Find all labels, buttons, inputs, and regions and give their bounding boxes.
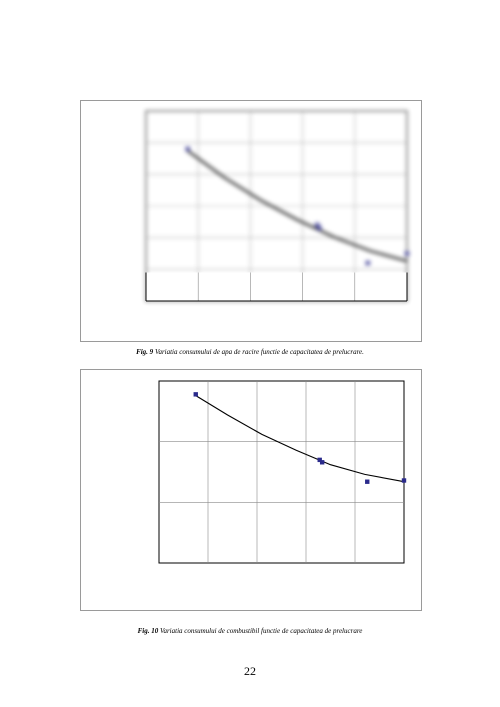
fig9-caption-text: Variatia consumului de apa de racire fun…	[153, 348, 364, 356]
fig10-data-point	[317, 457, 322, 463]
fig9-data-point	[317, 225, 322, 231]
fig9-trendline	[187, 150, 408, 263]
fig9-plot-group	[145, 110, 410, 302]
fig10-plot-group	[158, 380, 407, 564]
fig10-caption: Fig. 10 Variatia consumului de combustib…	[0, 627, 500, 635]
fig10-data-point	[365, 479, 370, 484]
fig9-data-point	[315, 222, 320, 228]
fig9-clear-band-bg	[146, 272, 407, 301]
fig9-data-point	[404, 251, 410, 256]
fig10-plot-area	[158, 380, 405, 564]
page-number: 22	[244, 664, 256, 678]
fig10-trendline	[195, 395, 405, 483]
fig10-chart-frame	[80, 369, 422, 611]
fig10-data-point	[193, 392, 198, 397]
fig9-data-point	[365, 260, 371, 266]
fig10-chart	[158, 380, 407, 564]
fig9-clear-band	[145, 272, 408, 302]
fig10-data-point	[319, 460, 325, 465]
fig10-data-point	[401, 478, 407, 483]
fig9-caption: Fig. 9 Variatia consumului de apa de rac…	[0, 348, 500, 356]
fig9-chart	[145, 110, 410, 302]
fig10-caption-label: Fig. 10	[137, 627, 159, 635]
fig10-caption-text: Variatia consumului de combustibil funct…	[158, 627, 363, 635]
fig9-chart-frame	[80, 100, 422, 342]
fig9-caption-label: Fig. 9	[136, 348, 154, 356]
fig9-data-point	[185, 146, 190, 152]
